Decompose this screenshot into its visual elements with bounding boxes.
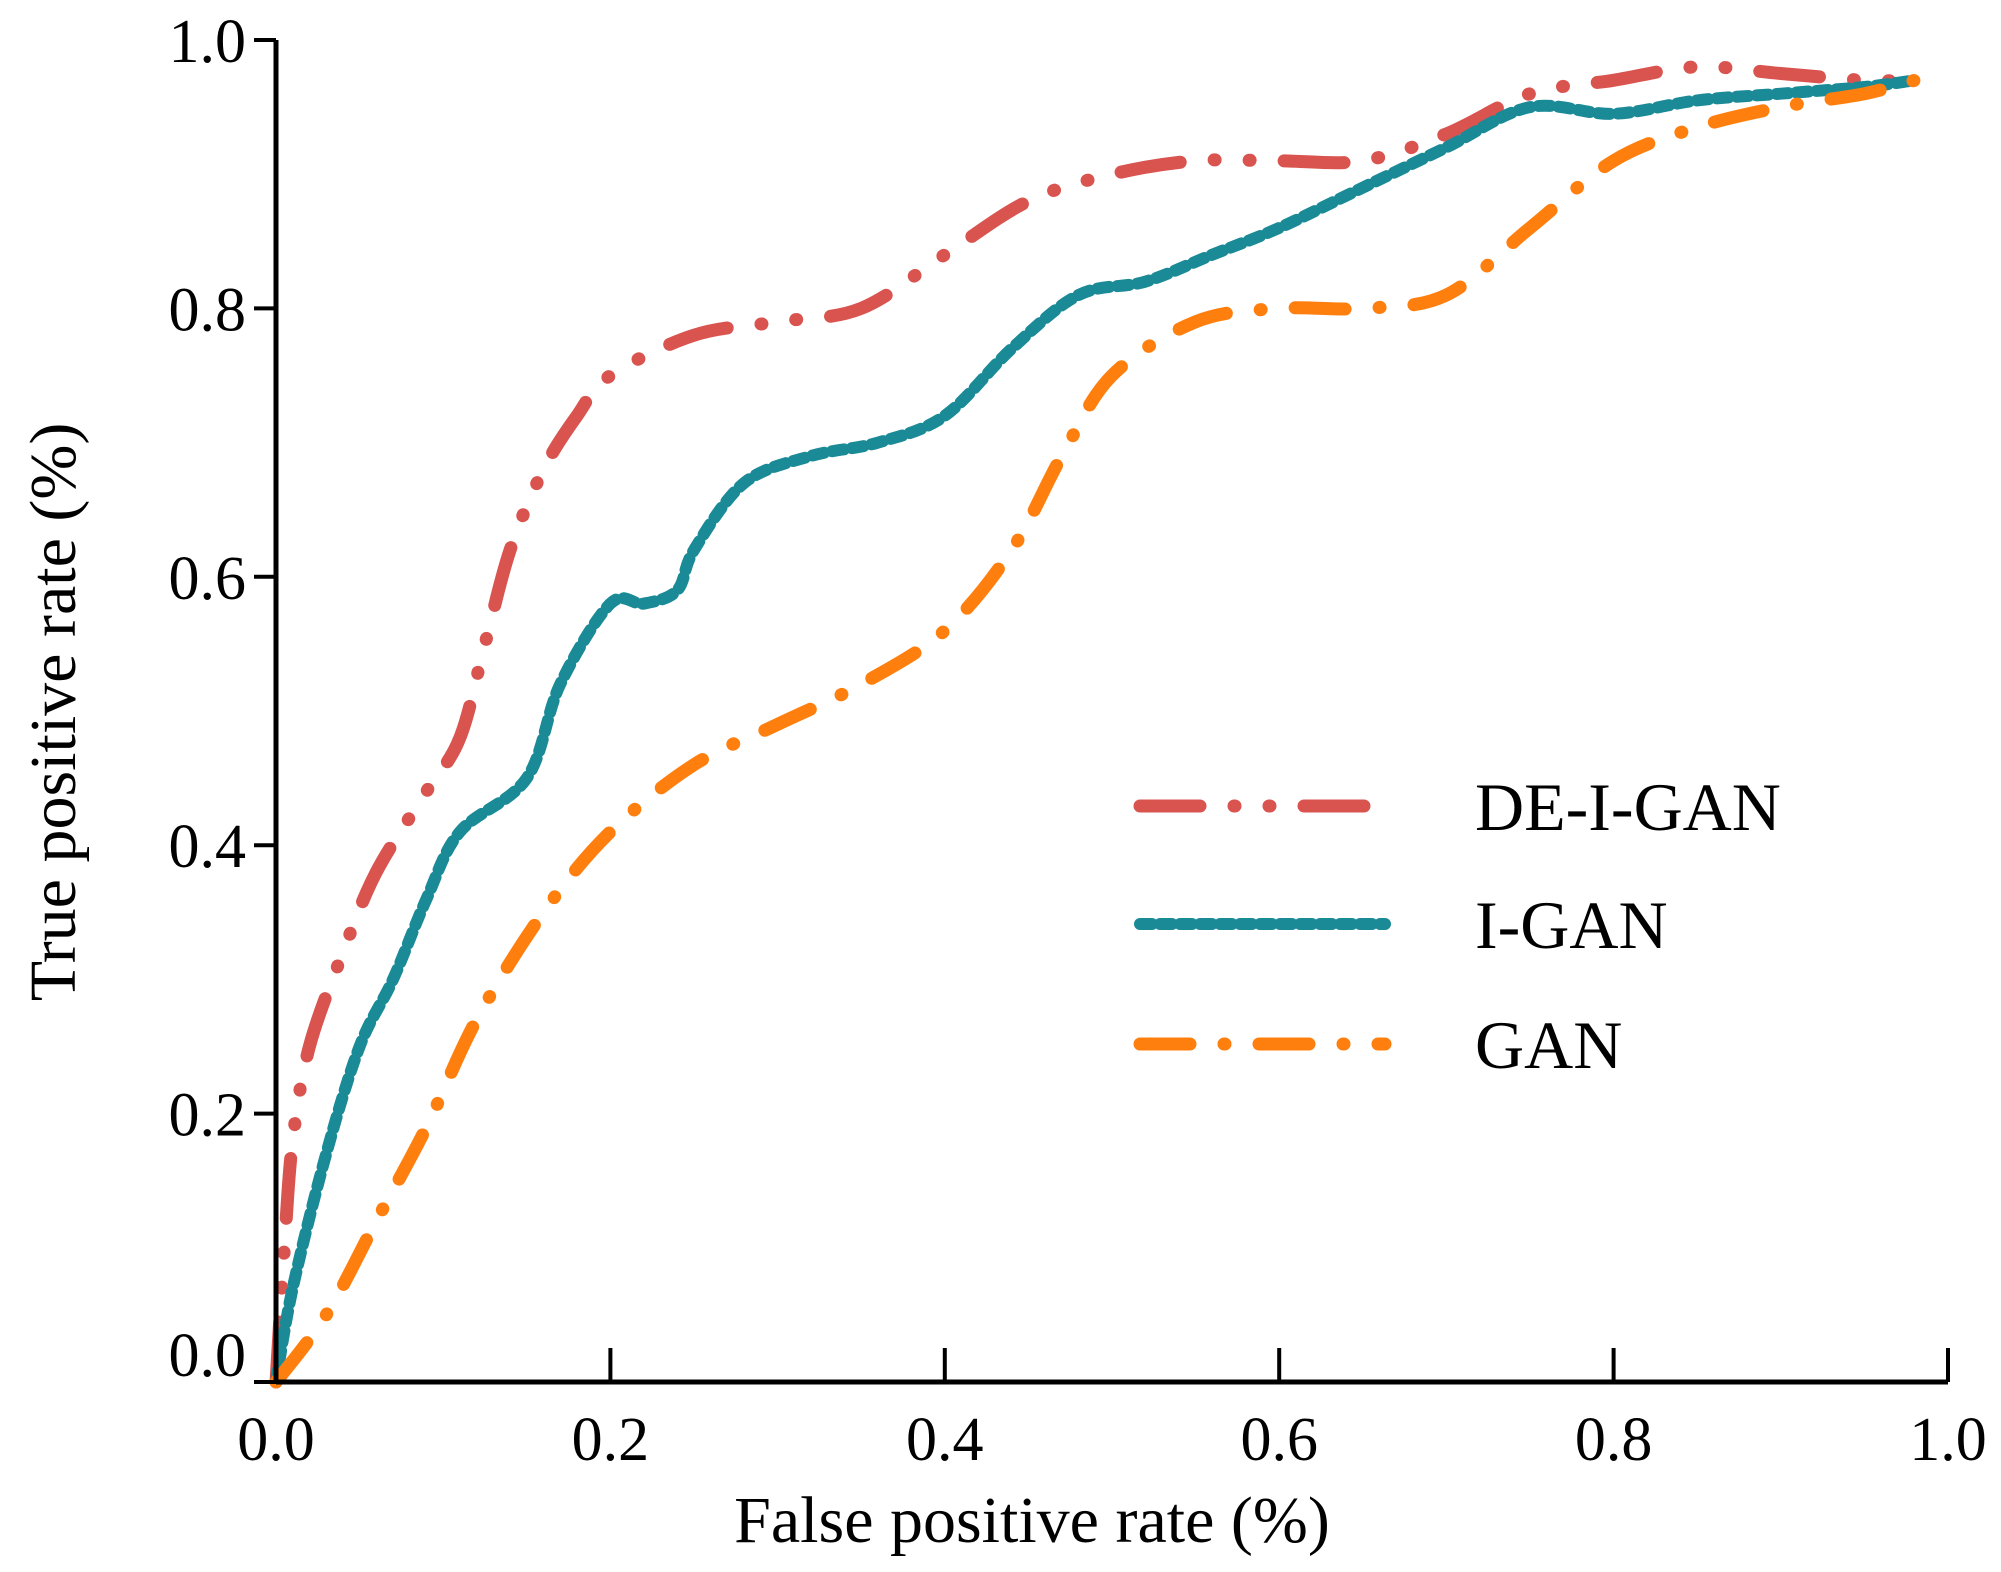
y-tick-label: 0.4 bbox=[169, 813, 247, 881]
x-ticks: 0.0 0.2 0.4 0.6 0.8 1.0 bbox=[237, 1348, 1987, 1474]
legend-label: I-GAN bbox=[1475, 887, 1668, 963]
x-tick-label: 1.0 bbox=[1909, 1406, 1987, 1474]
legend: DE-I-GAN I-GAN GAN bbox=[1133, 769, 1781, 1083]
x-tick-label: 0.2 bbox=[572, 1406, 650, 1474]
series-line-i-gan bbox=[270, 74, 1921, 1388]
x-tick-label: 0.0 bbox=[237, 1406, 315, 1474]
y-tick-label: 0.0 bbox=[169, 1322, 247, 1390]
y-ticks: 0.0 0.2 0.4 0.6 0.8 1.0 bbox=[169, 8, 276, 1390]
axes bbox=[273, 40, 1948, 1385]
x-tick-label: 0.6 bbox=[1240, 1406, 1318, 1474]
y-tick-label: 0.6 bbox=[169, 545, 247, 613]
series-line-gan bbox=[269, 73, 1922, 1389]
plot-lines bbox=[269, 60, 1922, 1389]
y-axis-title: True positive rate (%) bbox=[17, 423, 90, 1002]
legend-label: DE-I-GAN bbox=[1475, 769, 1781, 845]
y-tick-label: 0.8 bbox=[169, 276, 247, 344]
y-tick-label: 1.0 bbox=[169, 8, 247, 76]
y-tick-label: 0.2 bbox=[169, 1082, 247, 1150]
x-axis-title: False positive rate (%) bbox=[734, 1484, 1330, 1557]
series-line-de-i-gan bbox=[269, 60, 1922, 1389]
x-tick-label: 0.4 bbox=[906, 1406, 984, 1474]
x-tick-label: 0.8 bbox=[1575, 1406, 1653, 1474]
legend-label: GAN bbox=[1475, 1007, 1622, 1083]
